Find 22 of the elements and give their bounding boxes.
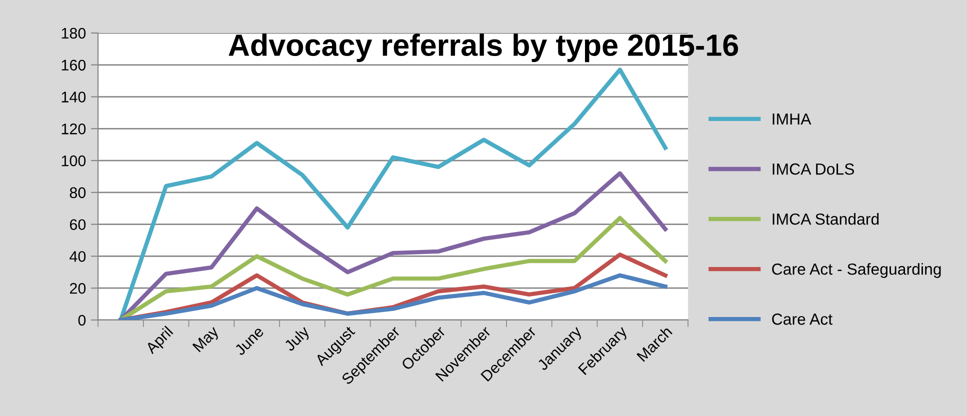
chart-title: Advocacy referrals by type 2015-16 <box>228 34 738 62</box>
x-tick-label: May <box>192 325 222 354</box>
line-series <box>118 216 668 320</box>
y-tick-label: 80 <box>70 187 86 198</box>
legend-label: Care Act <box>772 314 832 325</box>
y-tick-label: 100 <box>62 155 86 166</box>
y-tick-label: 120 <box>62 124 86 134</box>
y-tick-label: 20 <box>70 282 86 294</box>
y-tick-label: 40 <box>70 251 86 262</box>
legend-label: Care Act - Safeguarding <box>772 263 941 278</box>
legend-label: IMHA <box>772 114 812 125</box>
y-tick-label: 60 <box>70 219 86 230</box>
line-series <box>118 171 668 320</box>
legend-label: IMCA DoLS <box>772 163 854 175</box>
y-tick-label: 160 <box>62 60 86 71</box>
y-tick-label: 180 <box>62 28 86 39</box>
y-tick-label: 0 <box>78 314 86 326</box>
line-series <box>118 273 668 320</box>
legend-label: IMCA Standard <box>772 213 879 225</box>
y-tick-label: 140 <box>62 92 86 102</box>
x-tick-label: July <box>283 324 312 354</box>
line-series <box>118 68 668 320</box>
